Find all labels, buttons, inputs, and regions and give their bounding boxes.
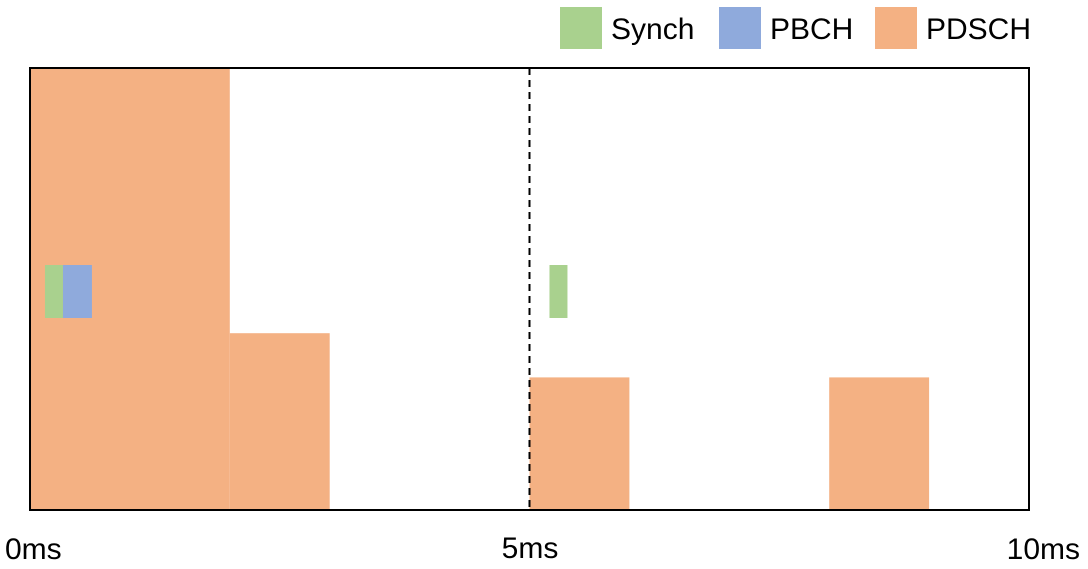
legend-label-pdsch: PDSCH bbox=[926, 13, 1031, 46]
synch-signal-2 bbox=[549, 265, 568, 318]
pbch-signal-1 bbox=[62, 265, 92, 318]
plot-area bbox=[30, 68, 930, 510]
legend-swatch-synch bbox=[560, 7, 602, 49]
legend-swatch-pbch bbox=[719, 7, 761, 49]
legend-label-pbch: PBCH bbox=[770, 13, 853, 46]
tick-label-mid: 5ms bbox=[502, 532, 559, 565]
legend: Synch PBCH PDSCH bbox=[560, 7, 1031, 49]
synch-signal-0 bbox=[44, 265, 63, 318]
tick-label-start: 0ms bbox=[5, 533, 62, 566]
timeline-frame bbox=[29, 67, 1030, 511]
time-axis: 0ms 5ms 10ms bbox=[5, 532, 1080, 566]
pdsch-block-1 bbox=[229, 333, 330, 510]
pdsch-block-2 bbox=[529, 377, 630, 510]
legend-label-synch: Synch bbox=[611, 13, 694, 46]
legend-swatch-pdsch bbox=[875, 7, 917, 49]
tick-label-end: 10ms bbox=[1007, 533, 1080, 566]
pdsch-block-3 bbox=[829, 377, 930, 510]
